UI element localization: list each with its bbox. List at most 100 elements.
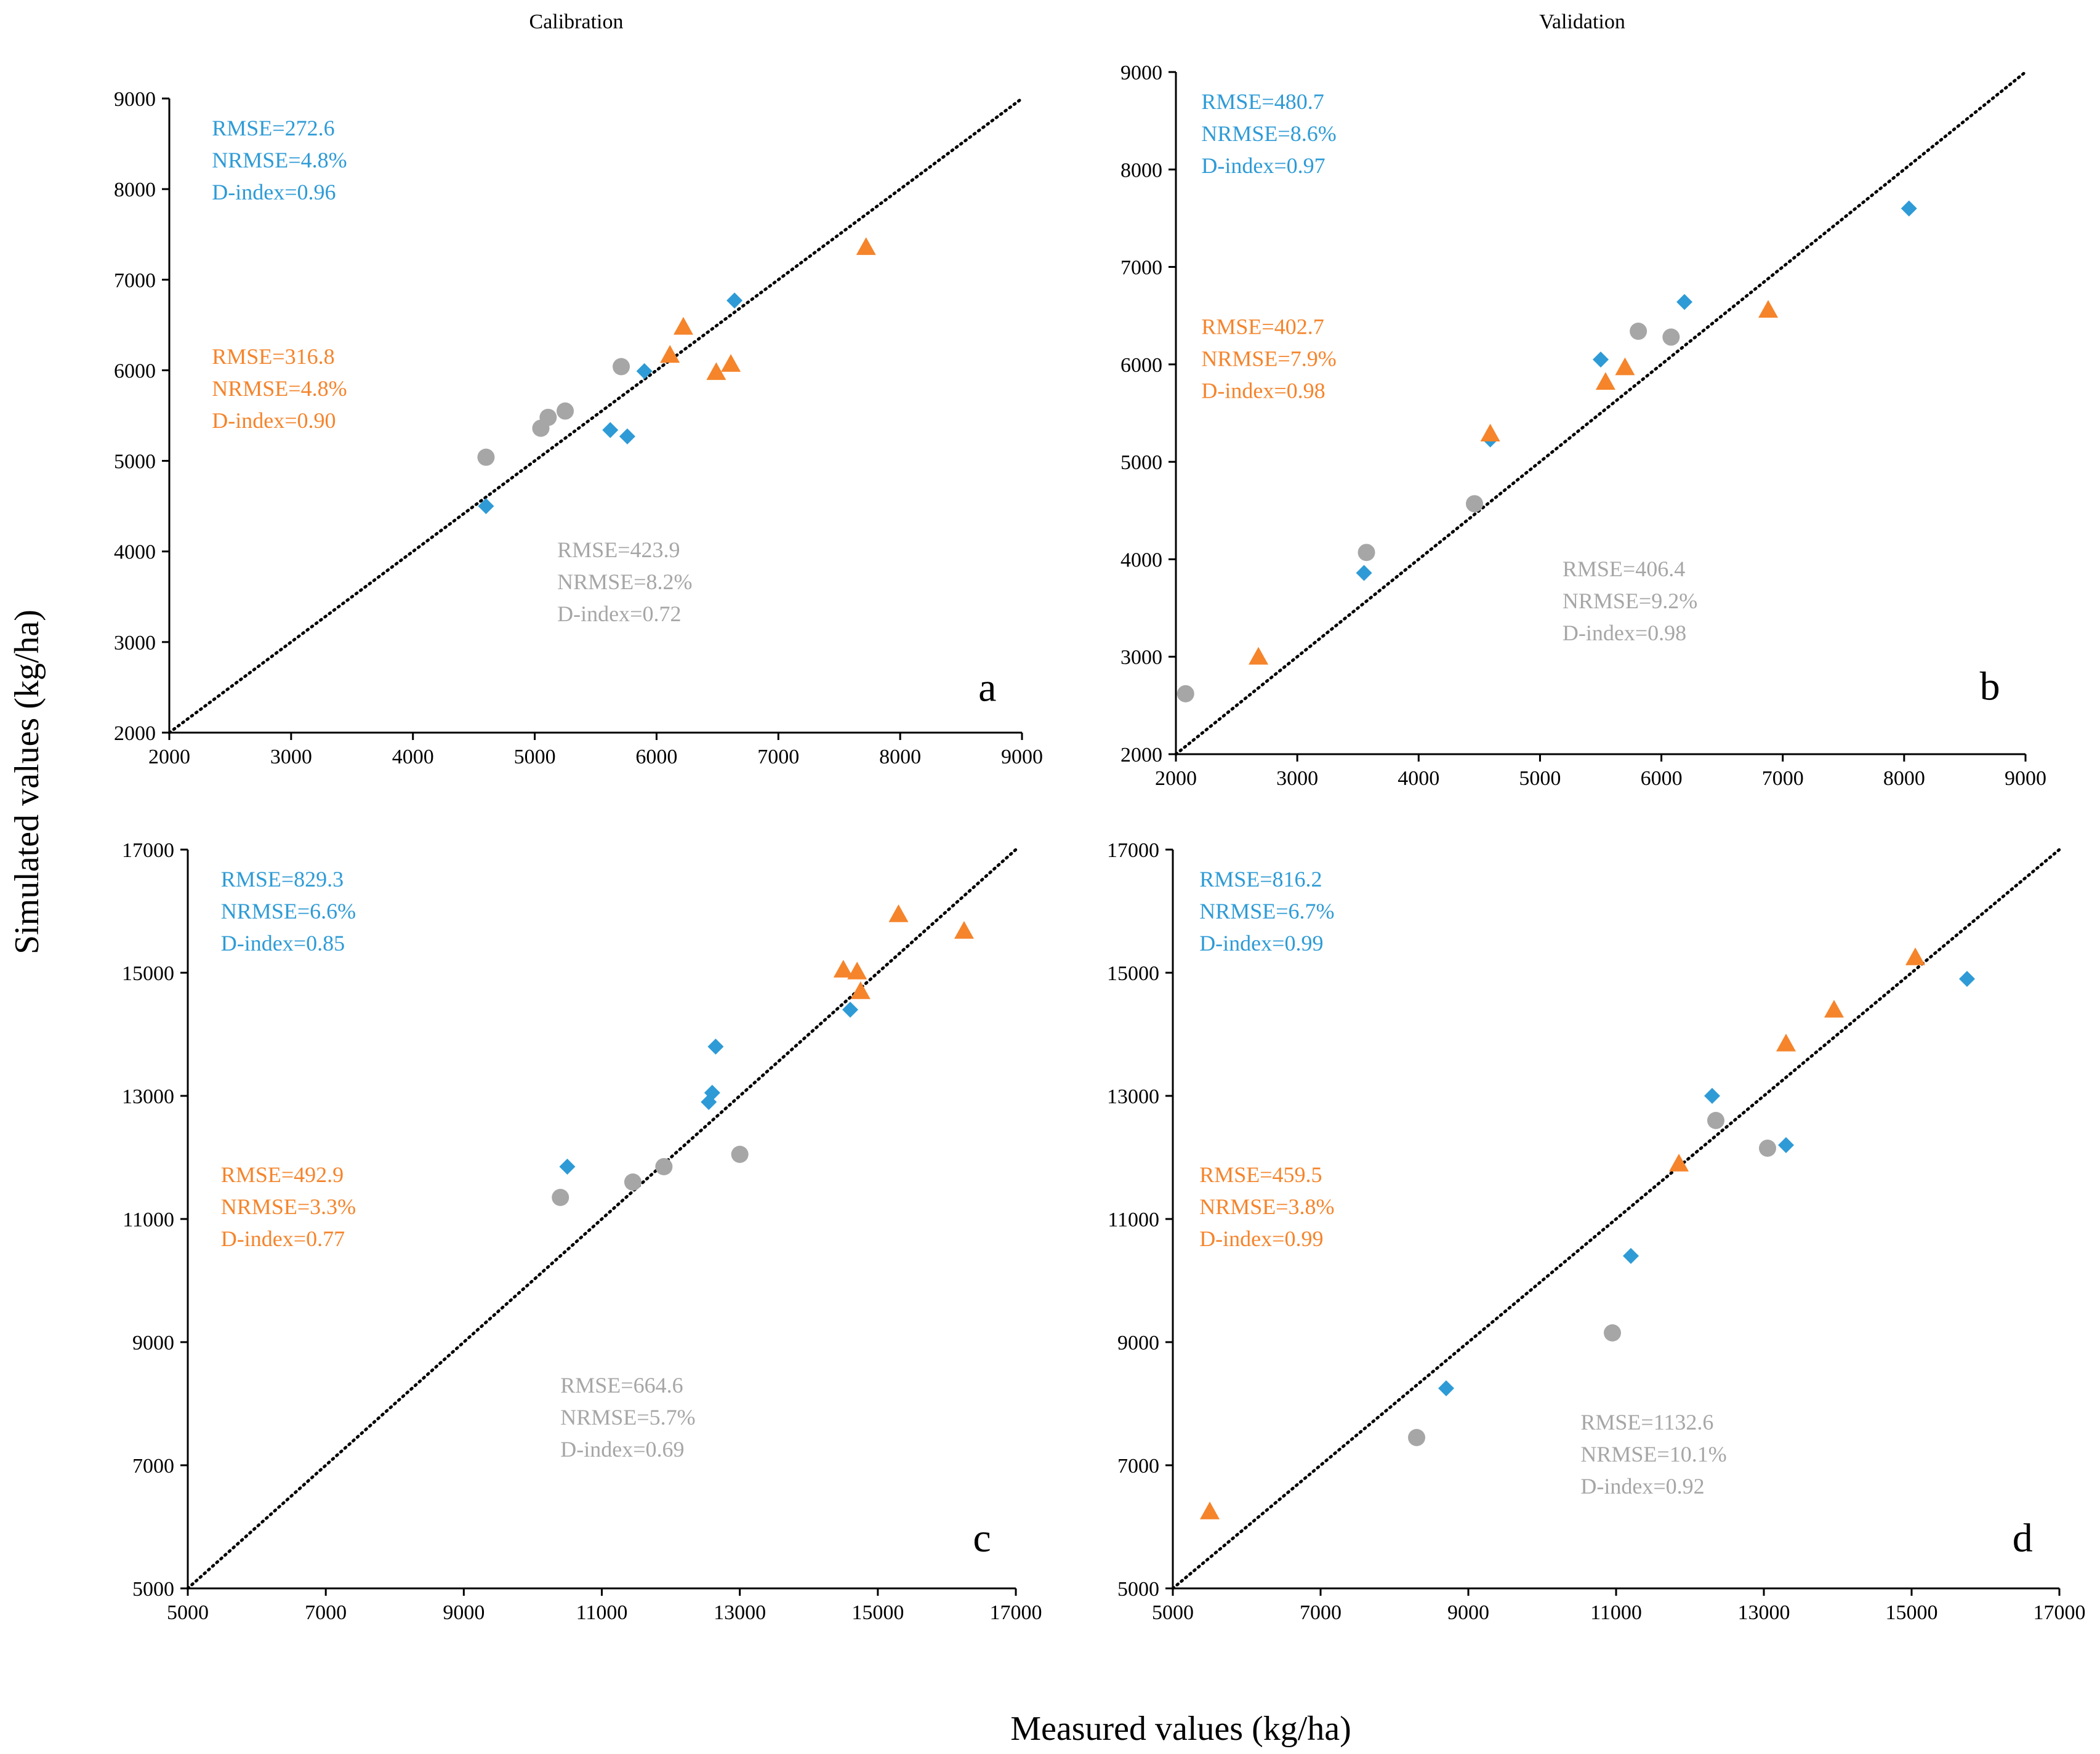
point-blue (707, 1039, 724, 1055)
point-orange (1595, 372, 1615, 390)
y-tick-label: 4000 (1120, 549, 1162, 571)
x-tick-label: 13000 (714, 1601, 766, 1624)
stats-orange-line: NRMSE=4.8% (212, 376, 347, 401)
y-tick-label: 7000 (1117, 1455, 1159, 1478)
one-to-one-line (186, 848, 1018, 1590)
y-tick-label: 11000 (1108, 1209, 1159, 1231)
stats-orange-line: D-index=0.99 (1199, 1226, 1323, 1251)
x-tick-label: 4000 (1398, 767, 1439, 790)
x-tick-label: 9000 (1447, 1601, 1489, 1624)
point-orange (954, 921, 974, 939)
x-tick-label: 17000 (2034, 1601, 2086, 1624)
point-gray (539, 408, 557, 426)
stats-gray-line: RMSE=664.6 (560, 1373, 683, 1398)
x-tick-label: 17000 (990, 1601, 1042, 1624)
x-tick-label: 15000 (851, 1601, 904, 1624)
x-tick-label: 4000 (392, 746, 434, 768)
x-tick-label: 7000 (1300, 1601, 1342, 1624)
y-tick-label: 8000 (1120, 159, 1162, 182)
stats-blue-line: RMSE=829.3 (221, 867, 344, 891)
panel-d: 5000 7000 9000 11000 13000 15000 17000 5000 7000… (1107, 839, 2086, 1624)
x-axis-label: Measured values (kg/ha) (1010, 1710, 1351, 1748)
column-title-validation: Validation (1539, 10, 1625, 33)
stats-orange-line: RMSE=459.5 (1199, 1162, 1322, 1187)
x-tick-label: 2000 (1155, 767, 1197, 790)
stats-blue-line: RMSE=480.7 (1201, 89, 1324, 114)
point-gray (655, 1158, 673, 1175)
point-blue (619, 428, 635, 445)
stats-orange-line: RMSE=402.7 (1201, 315, 1324, 339)
point-orange (1824, 1000, 1844, 1018)
point-gray (477, 448, 495, 466)
point-orange (856, 237, 876, 255)
stats-orange-line: D-index=0.90 (212, 408, 336, 433)
point-gray (557, 402, 574, 420)
y-tick-label: 7000 (1120, 257, 1162, 280)
point-blue (478, 498, 494, 515)
point-gray (624, 1173, 642, 1191)
x-tick-label: 9000 (1001, 746, 1043, 768)
point-gray (1177, 685, 1194, 702)
y-tick-label: 2000 (114, 722, 156, 745)
point-gray (1662, 328, 1680, 346)
point-orange (660, 345, 680, 363)
x-tick-label: 11000 (576, 1601, 628, 1624)
stats-blue-line: D-index=0.85 (221, 931, 345, 955)
stats-orange-line: NRMSE=7.9% (1201, 347, 1336, 371)
point-orange (1776, 1034, 1796, 1052)
y-tick-label: 17000 (122, 839, 174, 862)
y-tick-label: 2000 (1120, 744, 1162, 766)
point-orange (706, 362, 726, 380)
stats-orange-line: D-index=0.77 (221, 1226, 345, 1251)
point-orange (847, 962, 867, 980)
stats-gray-line: RMSE=1132.6 (1580, 1410, 1713, 1434)
y-tick-label: 8000 (114, 179, 156, 201)
point-orange (1249, 646, 1269, 665)
point-orange (1200, 1502, 1220, 1519)
stats-blue-line: RMSE=272.6 (212, 116, 334, 140)
y-tick-label: 5000 (1120, 451, 1162, 474)
point-orange (673, 316, 693, 335)
y-tick-label: 5000 (114, 451, 156, 473)
panel-letter: c (973, 1516, 991, 1561)
point-blue (704, 1085, 720, 1101)
point-orange (850, 981, 871, 999)
stats-orange-line: D-index=0.98 (1201, 379, 1325, 403)
point-blue (1676, 294, 1693, 310)
panel-letter: a (978, 666, 996, 710)
stats-blue-line: NRMSE=6.7% (1199, 899, 1334, 923)
stats-orange-line: RMSE=316.8 (212, 344, 334, 369)
point-blue (1778, 1137, 1794, 1153)
y-tick-label: 9000 (132, 1332, 174, 1354)
y-tick-label: 11000 (123, 1209, 174, 1231)
point-gray (1408, 1429, 1425, 1446)
x-tick-label: 5000 (1152, 1601, 1194, 1624)
y-tick-label: 7000 (132, 1455, 174, 1478)
y-tick-label: 4000 (114, 541, 156, 564)
y-tick-label: 6000 (114, 360, 156, 382)
point-orange (721, 354, 741, 372)
y-tick-label: 17000 (1107, 839, 1159, 862)
stats-gray-line: NRMSE=10.1% (1580, 1442, 1726, 1466)
y-tick-label: 9000 (114, 88, 156, 111)
point-blue (1623, 1248, 1639, 1264)
point-blue (1959, 971, 1975, 987)
y-tick-label: 3000 (1120, 646, 1162, 669)
y-tick-label: 6000 (1120, 354, 1162, 377)
point-gray (731, 1146, 749, 1163)
stats-blue-line: NRMSE=4.8% (212, 148, 347, 172)
stats-gray-line: D-index=0.72 (557, 601, 681, 626)
point-gray (1707, 1112, 1724, 1129)
panel-letter: d (2013, 1516, 2033, 1561)
point-orange (1758, 300, 1779, 318)
point-blue (1901, 200, 1917, 217)
y-tick-label: 9000 (1117, 1332, 1159, 1354)
x-tick-label: 3000 (1276, 767, 1318, 790)
one-to-one-line (1174, 70, 2027, 756)
stats-gray-line: D-index=0.92 (1580, 1474, 1704, 1499)
stats-gray-line: NRMSE=9.2% (1563, 589, 1697, 613)
stats-blue-line: NRMSE=6.6% (221, 899, 356, 923)
point-gray (1630, 323, 1647, 340)
stats-gray-line: NRMSE=8.2% (557, 569, 692, 594)
